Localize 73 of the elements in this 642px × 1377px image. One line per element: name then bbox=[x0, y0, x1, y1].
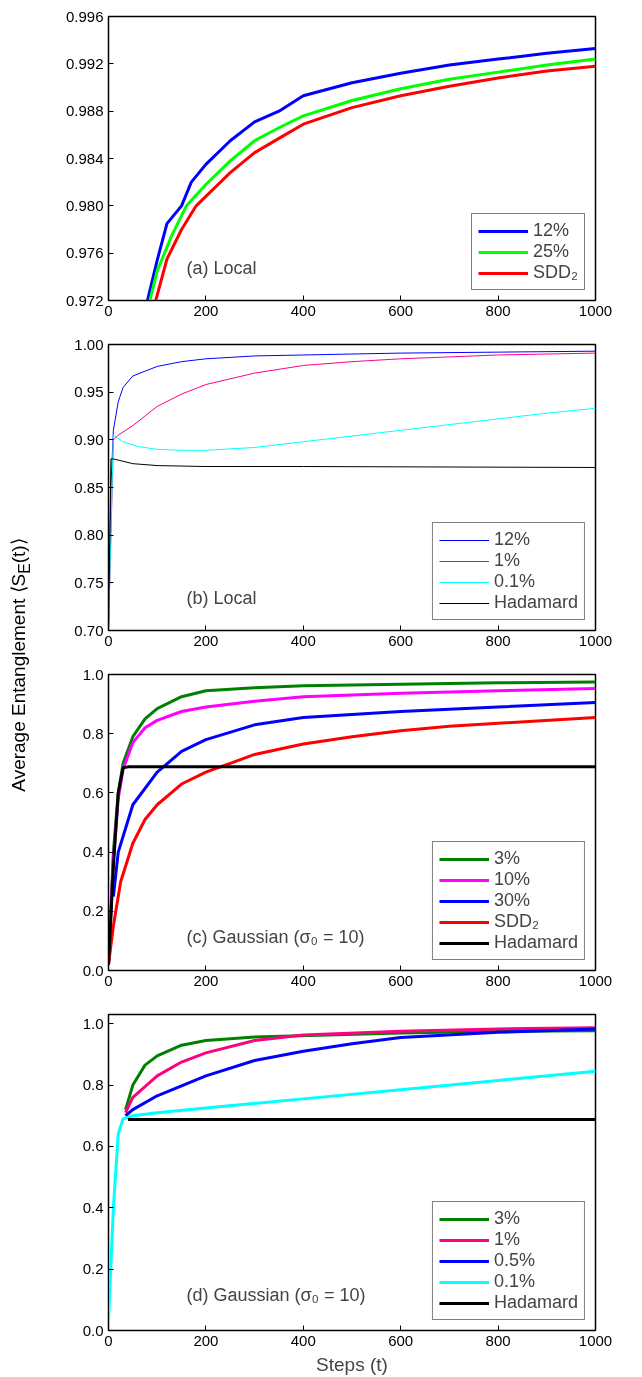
x-tick-label: 200 bbox=[193, 631, 219, 649]
legend-label: 10% bbox=[493, 869, 530, 890]
y-tick-label: 0.8 bbox=[82, 1076, 104, 1094]
x-tick-label: 1000 bbox=[578, 971, 613, 989]
legend-label: 1% bbox=[493, 550, 520, 571]
legend-label: 3% bbox=[493, 1208, 520, 1229]
x-axis-title: Steps (t) bbox=[316, 1353, 388, 1375]
y-tick-label: 0.4 bbox=[82, 1198, 104, 1216]
legend-label: Hadamard bbox=[493, 932, 578, 953]
x-tick-label: 800 bbox=[485, 971, 511, 989]
y-tick-label: 0.0 bbox=[82, 1321, 104, 1339]
x-tick-label: 800 bbox=[485, 631, 511, 649]
legend-label: 12% bbox=[533, 220, 570, 241]
x-tick-label: 800 bbox=[485, 1331, 511, 1349]
x-tick-label: 200 bbox=[193, 301, 219, 319]
legend-label: 1% bbox=[493, 1229, 520, 1250]
legend-label: 0.5% bbox=[493, 1250, 535, 1271]
y-tick-label: 0.992 bbox=[65, 54, 104, 72]
annotation: (c) Gaussian (σ₀ = 10) bbox=[186, 926, 365, 947]
x-tick-label: 0 bbox=[104, 1331, 113, 1349]
legend-label: 0.1% bbox=[493, 571, 535, 592]
x-tick-label: 600 bbox=[388, 971, 414, 989]
x-tick-label: 1000 bbox=[578, 631, 613, 649]
x-tick-label: 200 bbox=[193, 1331, 219, 1349]
x-tick-label: 400 bbox=[290, 631, 316, 649]
annotation: (d) Gaussian (σ₀ = 10) bbox=[186, 1285, 366, 1306]
x-tick-label: 1000 bbox=[578, 301, 613, 319]
y-tick-label: 0.85 bbox=[74, 478, 104, 496]
legend-label: 25% bbox=[533, 241, 570, 262]
x-tick-label: 800 bbox=[485, 301, 511, 319]
x-tick-label: 600 bbox=[388, 1331, 414, 1349]
y-tick-label: 0.984 bbox=[65, 149, 104, 167]
legend-label: 0.1% bbox=[493, 1271, 535, 1292]
y-tick-label: 0.976 bbox=[65, 244, 104, 262]
y-tick-label: 1.0 bbox=[82, 1014, 104, 1032]
y-tick-label: 0.8 bbox=[82, 724, 104, 742]
line-series bbox=[108, 1069, 596, 1323]
x-tick-label: 400 bbox=[290, 1331, 316, 1349]
y-tick-label: 0.6 bbox=[82, 783, 104, 801]
annotation: (b) Local bbox=[186, 587, 257, 608]
y-tick-label: 0.80 bbox=[74, 526, 104, 544]
x-tick-label: 200 bbox=[193, 971, 219, 989]
y-tick-label: 0.6 bbox=[82, 1137, 104, 1155]
x-tick-label: 0 bbox=[104, 301, 113, 319]
y-tick-label: 0.75 bbox=[74, 573, 104, 591]
y-tick-label: 1.00 bbox=[74, 335, 104, 353]
y-tick-label: 0.4 bbox=[82, 843, 104, 861]
legend-label: 12% bbox=[493, 529, 530, 550]
y-tick-label: 0.2 bbox=[82, 902, 104, 920]
y-tick-label: 0.2 bbox=[82, 1260, 104, 1278]
legend-label: 30% bbox=[493, 890, 530, 911]
x-tick-label: 1000 bbox=[578, 1331, 613, 1349]
y-tick-label: 0.0 bbox=[82, 961, 104, 979]
legend-label: Hadamard bbox=[493, 592, 578, 613]
x-tick-label: 0 bbox=[104, 971, 113, 989]
legend-label: SDD₂ bbox=[533, 262, 578, 283]
x-tick-label: 400 bbox=[290, 971, 316, 989]
x-tick-label: 600 bbox=[388, 301, 414, 319]
annotation: (a) Local bbox=[186, 257, 257, 278]
y-tick-label: 0.980 bbox=[65, 196, 104, 214]
legend-label: Hadamard bbox=[493, 1292, 578, 1313]
y-tick-label: 0.972 bbox=[65, 291, 104, 309]
y-tick-label: 0.95 bbox=[74, 383, 104, 401]
y-tick-label: 0.988 bbox=[65, 102, 104, 120]
y-tick-label: 0.90 bbox=[74, 430, 104, 448]
y-tick-label: 0.996 bbox=[65, 7, 104, 25]
y-tick-label: 0.70 bbox=[74, 621, 104, 639]
x-tick-label: 400 bbox=[290, 301, 316, 319]
legend-label: 3% bbox=[493, 848, 520, 869]
x-tick-label: 600 bbox=[388, 631, 414, 649]
legend-label: SDD₂ bbox=[493, 911, 539, 932]
x-tick-label: 0 bbox=[104, 631, 113, 649]
y-tick-label: 1.0 bbox=[82, 665, 104, 683]
